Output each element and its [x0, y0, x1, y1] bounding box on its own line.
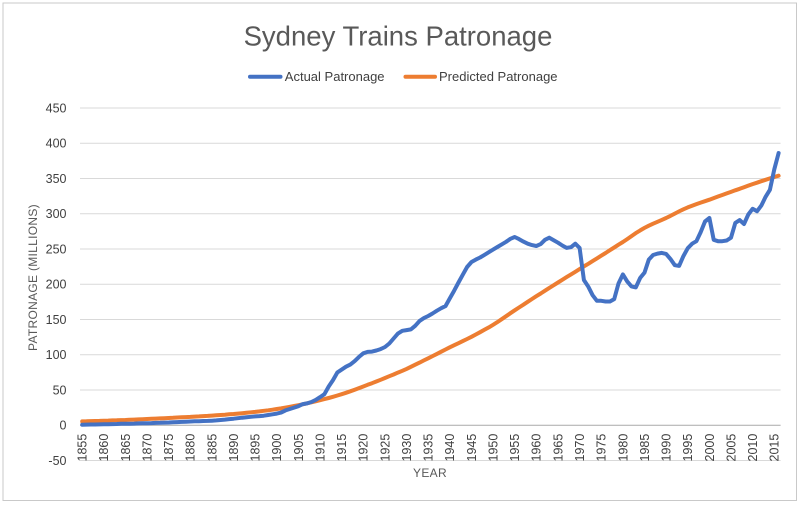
svg-text:300: 300 — [46, 207, 67, 221]
svg-text:1985: 1985 — [638, 434, 652, 462]
svg-text:1975: 1975 — [595, 434, 609, 462]
svg-text:YEAR: YEAR — [413, 466, 447, 480]
svg-text:1930: 1930 — [400, 434, 414, 462]
svg-text:250: 250 — [46, 242, 67, 256]
svg-text:1925: 1925 — [378, 434, 392, 462]
svg-text:1895: 1895 — [249, 434, 263, 462]
svg-text:450: 450 — [46, 101, 67, 115]
svg-text:PATRONAGE (MILLIONS): PATRONAGE (MILLIONS) — [26, 204, 40, 351]
svg-text:1855: 1855 — [76, 434, 90, 462]
svg-text:1960: 1960 — [530, 434, 544, 462]
svg-text:Sydney Trains Patronage: Sydney Trains Patronage — [244, 21, 553, 52]
svg-text:150: 150 — [46, 313, 67, 327]
svg-text:Predicted Patronage: Predicted Patronage — [439, 69, 558, 84]
svg-text:1945: 1945 — [465, 434, 479, 462]
svg-text:350: 350 — [46, 172, 67, 186]
svg-text:Actual Patronage: Actual Patronage — [285, 69, 385, 84]
svg-text:1880: 1880 — [184, 434, 198, 462]
svg-text:1890: 1890 — [227, 434, 241, 462]
svg-text:1860: 1860 — [97, 434, 111, 462]
svg-text:0: 0 — [60, 419, 67, 433]
svg-text:2000: 2000 — [703, 434, 717, 462]
svg-text:2015: 2015 — [768, 434, 782, 462]
svg-text:1900: 1900 — [270, 434, 284, 462]
svg-text:-50: -50 — [48, 454, 66, 468]
svg-text:1935: 1935 — [422, 434, 436, 462]
svg-text:1980: 1980 — [616, 434, 630, 462]
svg-text:1910: 1910 — [314, 434, 328, 462]
svg-text:1965: 1965 — [551, 434, 565, 462]
svg-text:400: 400 — [46, 137, 67, 151]
svg-text:2005: 2005 — [724, 434, 738, 462]
svg-text:200: 200 — [46, 278, 67, 292]
svg-text:1915: 1915 — [335, 434, 349, 462]
svg-text:1870: 1870 — [140, 434, 154, 462]
svg-text:2010: 2010 — [746, 434, 760, 462]
svg-text:1920: 1920 — [357, 434, 371, 462]
svg-text:1970: 1970 — [573, 434, 587, 462]
svg-text:1875: 1875 — [162, 434, 176, 462]
svg-text:1905: 1905 — [292, 434, 306, 462]
svg-text:1865: 1865 — [119, 434, 133, 462]
svg-text:100: 100 — [46, 348, 67, 362]
svg-text:1885: 1885 — [205, 434, 219, 462]
svg-text:1950: 1950 — [487, 434, 501, 462]
svg-text:1995: 1995 — [681, 434, 695, 462]
svg-text:1940: 1940 — [443, 434, 457, 462]
svg-text:50: 50 — [53, 383, 67, 397]
svg-text:1990: 1990 — [660, 434, 674, 462]
svg-text:1955: 1955 — [508, 434, 522, 462]
